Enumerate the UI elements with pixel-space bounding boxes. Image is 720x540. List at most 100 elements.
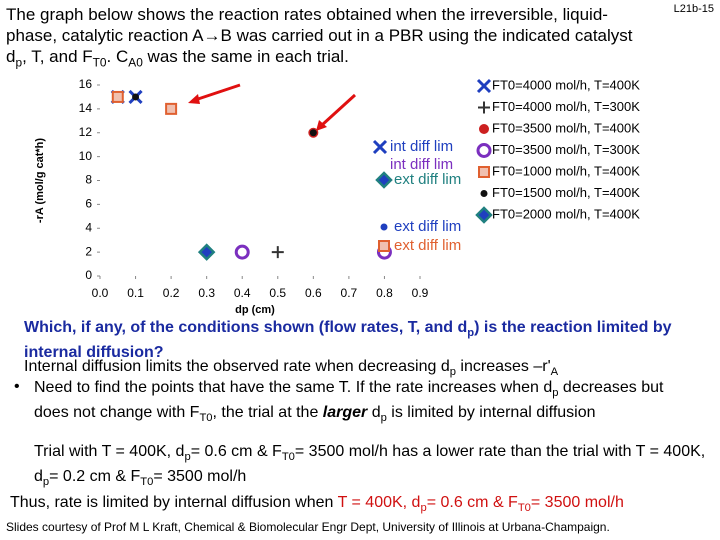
text-segment: p bbox=[184, 451, 191, 464]
text-segment: p bbox=[420, 502, 427, 515]
intro: The graph below shows the reaction rates… bbox=[6, 4, 656, 73]
text-segment: p bbox=[42, 476, 50, 489]
marker bbox=[380, 223, 388, 231]
explanation: Internal diffusion limits the observed r… bbox=[24, 357, 714, 382]
text-segment: p bbox=[467, 327, 475, 340]
y-tick-label: 4 bbox=[85, 220, 92, 234]
text-segment: p bbox=[449, 366, 456, 379]
y-axis-title: -rA (mol/g cat*h) bbox=[34, 138, 46, 223]
m bbox=[165, 102, 178, 115]
annotation: ext diff lim bbox=[394, 237, 461, 254]
marker bbox=[372, 139, 388, 155]
text-segment: , the trial at the bbox=[212, 404, 323, 422]
text-segment: = 0.6 cm & F bbox=[190, 443, 282, 460]
m bbox=[309, 129, 317, 137]
arrow-head bbox=[316, 120, 327, 131]
marker bbox=[475, 206, 493, 224]
chart: 0 2 4 6 8 10 12 14 16 0.0 0.1 0.2 0.3 0.4 0.5 0.6 0.7 0.8… bbox=[34, 77, 640, 316]
marker bbox=[378, 240, 390, 252]
annotation: int diff lim bbox=[390, 156, 453, 173]
marker bbox=[479, 124, 489, 134]
text-segment: Internal diffusion limits the observed r… bbox=[24, 358, 450, 375]
x-tick-label: 0.8 bbox=[376, 286, 393, 300]
m bbox=[375, 171, 393, 189]
question: Which, if any, of the conditions shown (… bbox=[24, 318, 714, 363]
marker bbox=[165, 102, 178, 115]
marker bbox=[476, 143, 492, 158]
m bbox=[111, 90, 124, 103]
marker bbox=[478, 166, 490, 178]
marker bbox=[480, 190, 488, 197]
slide-number: L21b-15 bbox=[673, 3, 714, 15]
x-tick-label: 0.5 bbox=[269, 286, 286, 300]
text-segment: = 3500 mol/h has a lower rate than the t… bbox=[34, 443, 706, 486]
m bbox=[197, 243, 216, 261]
m bbox=[380, 223, 388, 231]
x-tick-label: 0.0 bbox=[92, 286, 109, 300]
text-segment: T0 bbox=[517, 502, 531, 515]
m bbox=[479, 124, 489, 134]
y-tick-label: 0 bbox=[85, 268, 92, 282]
legend-label: FT0=1500 mol/h, T=400K bbox=[492, 185, 640, 200]
m bbox=[476, 143, 492, 158]
marker bbox=[375, 171, 393, 189]
text-segment: d bbox=[367, 404, 381, 422]
marker bbox=[271, 246, 284, 259]
m bbox=[132, 93, 140, 101]
comparison: Trial with T = 400K, dp= 0.6 cm & FT0= 3… bbox=[34, 442, 714, 492]
text-segment: Thus, rate is limited by internal diffus… bbox=[10, 494, 338, 511]
text-segment: Need to find the points that have the sa… bbox=[34, 379, 553, 396]
m bbox=[475, 206, 493, 224]
text-segment: = 0.6 cm & F bbox=[426, 494, 518, 511]
x-tick-label: 0.3 bbox=[198, 286, 215, 300]
y-tick-label: 16 bbox=[79, 77, 93, 91]
legend-label: FT0=3500 mol/h, T=400K bbox=[492, 120, 640, 135]
marker bbox=[234, 244, 250, 260]
marker bbox=[309, 129, 317, 137]
text-segment: Trial with T = 400K, d bbox=[34, 443, 185, 460]
annotation: ext diff lim bbox=[394, 218, 461, 235]
text-segment: , T, and F bbox=[22, 47, 93, 66]
y-tick-label: 14 bbox=[79, 101, 93, 115]
annotation: ext diff lim bbox=[394, 171, 461, 188]
text-segment: The graph below shows the reaction rates… bbox=[6, 5, 633, 66]
y-tick-label: 12 bbox=[79, 125, 93, 139]
x-tick-label: 0.6 bbox=[305, 286, 322, 300]
x-tick-label: 0.1 bbox=[127, 286, 144, 300]
text-segment: = 3500 mol/h bbox=[153, 468, 247, 486]
text-segment: ) is the reaction limited by internal di… bbox=[24, 319, 672, 362]
marker bbox=[197, 243, 216, 261]
y-tick-label: 2 bbox=[85, 244, 92, 258]
y-tick-label: 10 bbox=[79, 149, 93, 163]
marker bbox=[478, 101, 490, 114]
text-segment: T0 bbox=[140, 476, 154, 489]
y-tick-label: 8 bbox=[85, 173, 92, 187]
x-tick-label: 0.4 bbox=[234, 286, 251, 300]
conclusion: Thus, rate is limited by internal diffus… bbox=[10, 493, 715, 518]
legend-label: FT0=1000 mol/h, T=400K bbox=[492, 163, 640, 178]
m bbox=[478, 166, 490, 178]
bullet: Need to find the points that have the sa… bbox=[34, 378, 694, 428]
arrow bbox=[320, 93, 357, 127]
text-segment: p bbox=[552, 387, 559, 400]
m bbox=[480, 190, 488, 197]
text-segment: . C bbox=[106, 47, 129, 66]
legend-label: FT0=4000 mol/h, T=400K bbox=[492, 77, 640, 92]
text-segment: decreases but does not change with F bbox=[34, 379, 664, 422]
text-segment: T = 400K, d bbox=[337, 494, 421, 511]
text-segment: p bbox=[15, 55, 23, 70]
text-segment: Which, if any, of the conditions shown (… bbox=[24, 319, 468, 336]
x-tick-label: 0.9 bbox=[412, 286, 429, 300]
m bbox=[372, 139, 388, 155]
text-segment: is limited by internal diffusion bbox=[386, 404, 596, 422]
marker bbox=[476, 78, 492, 94]
m bbox=[378, 240, 390, 252]
legend-label: FT0=4000 mol/h, T=300K bbox=[492, 99, 640, 114]
text-segment: A bbox=[550, 366, 559, 379]
text-segment: increases –r' bbox=[455, 358, 551, 375]
annotation: int diff lim bbox=[390, 138, 453, 155]
m bbox=[234, 244, 250, 260]
text-segment: T0 bbox=[281, 451, 295, 464]
text-segment: T0 bbox=[199, 412, 213, 425]
